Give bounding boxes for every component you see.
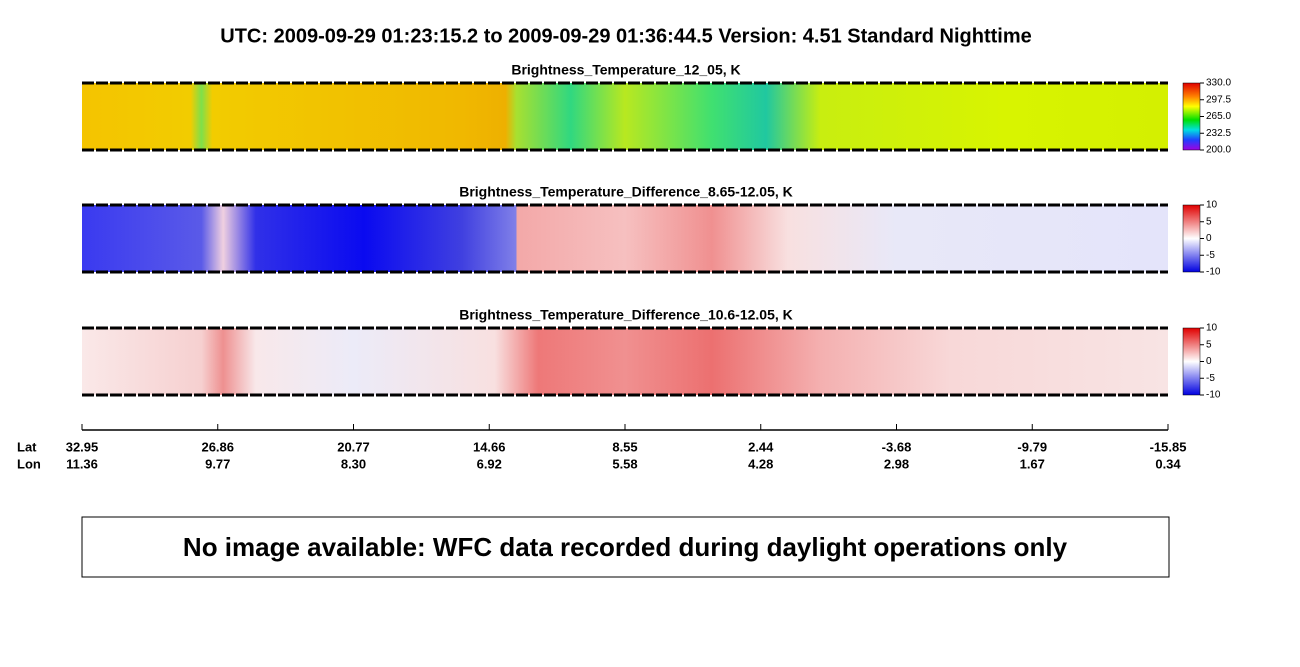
lon-tick: 11.36: [66, 456, 98, 471]
lon-tick: 5.58: [612, 456, 637, 471]
lat-tick: 26.86: [201, 439, 234, 454]
colorbar-label: 5: [1206, 339, 1212, 350]
colorbar: [1182, 82, 1201, 151]
lon-tick: 0.34: [1155, 456, 1181, 471]
colorbar-label: 0: [1206, 356, 1212, 367]
lon-tick: 8.30: [341, 456, 366, 471]
lat-tick: 8.55: [612, 439, 637, 454]
colorbar-label: 232.5: [1206, 128, 1231, 139]
colorbar-label: -10: [1206, 390, 1221, 401]
colorbar-label: 10: [1206, 323, 1218, 334]
lon-label: Lon: [17, 456, 41, 471]
panel-title: Brightness_Temperature_Difference_8.65-1…: [459, 184, 793, 200]
colorbar-label: -5: [1206, 373, 1215, 384]
colorbar-label: 297.5: [1206, 94, 1231, 105]
colorbar-label: 330.0: [1206, 78, 1231, 89]
lon-tick: 6.92: [477, 456, 502, 471]
lat-tick: -15.85: [1150, 439, 1187, 454]
lat-label: Lat: [17, 439, 37, 454]
panel-title: Brightness_Temperature_12_05, K: [511, 62, 740, 78]
lon-tick: 1.67: [1020, 456, 1045, 471]
colorbar-label: -5: [1206, 250, 1215, 261]
colorbar-label: 10: [1206, 200, 1218, 211]
image-strip: [82, 83, 1168, 150]
lon-tick: 9.77: [205, 456, 230, 471]
colorbar-label: 200.0: [1206, 145, 1231, 156]
lat-tick: -9.79: [1017, 439, 1047, 454]
notice-box: [81, 516, 1170, 578]
colorbar-label: -10: [1206, 267, 1221, 278]
image-strip: [82, 205, 1168, 272]
lat-tick: 2.44: [748, 439, 774, 454]
colorbar-label: 265.0: [1206, 111, 1231, 122]
lat-tick: -3.68: [882, 439, 912, 454]
lon-tick: 4.28: [748, 456, 773, 471]
colorbar: [1182, 327, 1201, 396]
colorbar-label: 0: [1206, 233, 1212, 244]
colorbar: [1182, 204, 1201, 273]
lat-tick: 20.77: [337, 439, 370, 454]
lon-tick: 2.98: [884, 456, 909, 471]
colorbar-label: 5: [1206, 216, 1212, 227]
image-strip: [82, 328, 1168, 395]
page-title: UTC: 2009-09-29 01:23:15.2 to 2009-09-29…: [220, 25, 1031, 47]
notice: No image available: WFC data recorded du…: [183, 532, 1068, 562]
lat-tick: 32.95: [66, 439, 99, 454]
lat-tick: 14.66: [473, 439, 506, 454]
panel-title: Brightness_Temperature_Difference_10.6-1…: [459, 307, 793, 323]
